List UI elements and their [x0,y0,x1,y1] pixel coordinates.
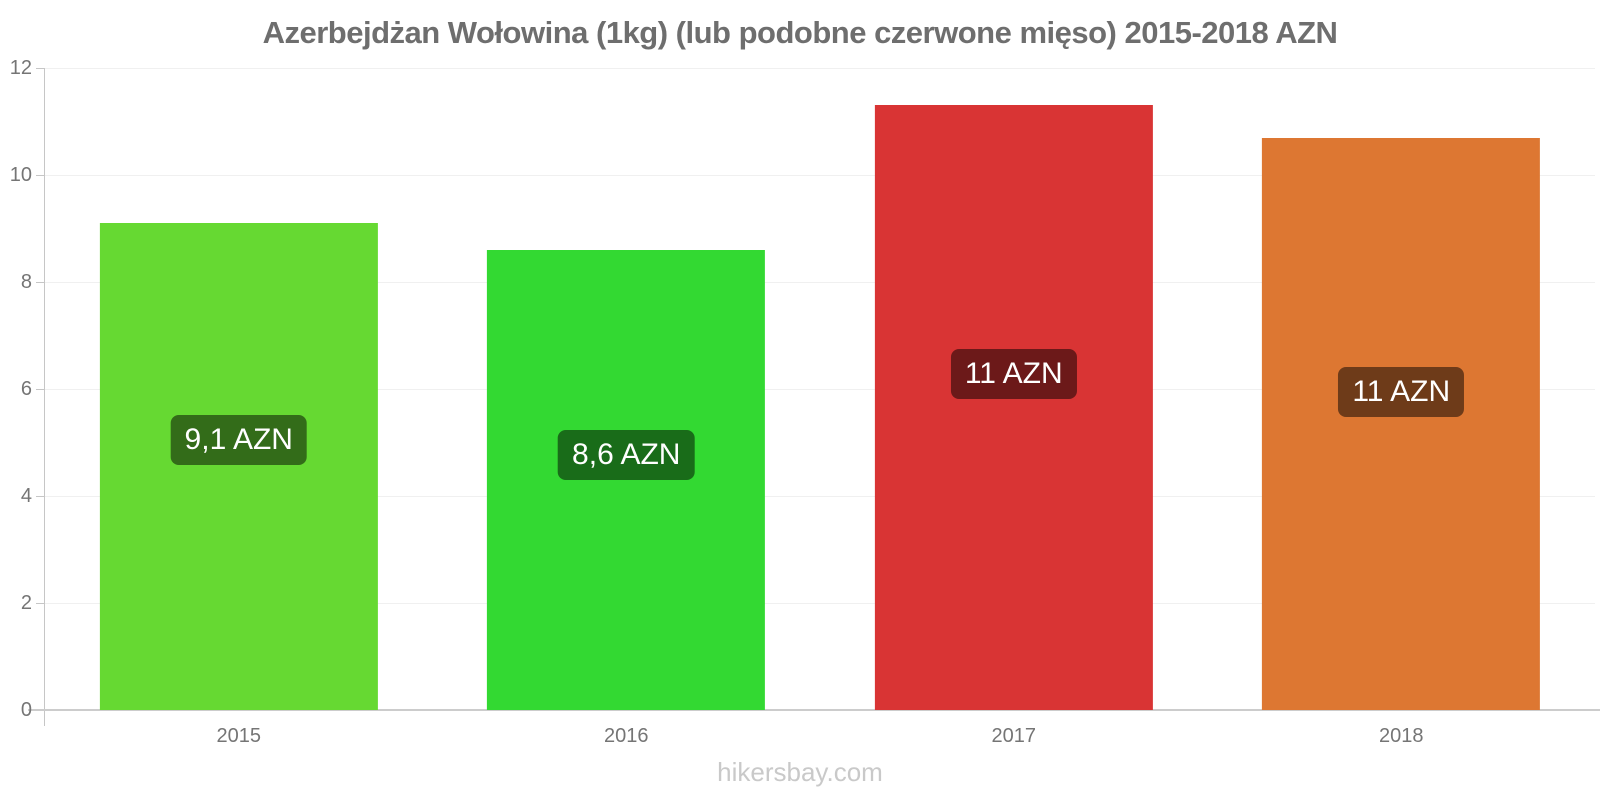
bar-value-label: 9,1 AZN [170,414,307,465]
watermark-link[interactable]: hikersbay.com [717,757,883,787]
y-axis-tick [36,496,44,497]
x-axis-label-2016: 2016 [604,725,649,747]
bar-2017: 11 AZN [874,105,1153,710]
bar-slot-2018: 11 AZN [1208,68,1596,710]
bar-2016: 8,6 AZN [487,249,766,710]
y-axis-tick [36,603,44,604]
y-axis-tick-label: 4 [20,485,32,507]
bar-slot-2015: 9,1 AZN [45,68,433,710]
bar-value-label: 11 AZN [1338,367,1465,418]
bar-value-label: 11 AZN [950,349,1077,400]
bar-2018: 11 AZN [1262,137,1541,710]
bar-2015: 9,1 AZN [99,223,378,710]
gridline [45,496,1595,497]
chart-title: Azerbejdżan Wołowina (1kg) (lub podobne … [262,15,1338,50]
x-axis-labels: 2015 2016 2017 2018 [45,725,1595,751]
y-axis-line [44,68,45,726]
bar-slot-2016: 8,6 AZN [433,68,821,710]
y-axis-tick-label: 10 [9,164,32,186]
y-axis-tick [36,389,44,390]
x-axis-label-2018: 2018 [1379,725,1424,747]
plot-area: 9,1 AZN 8,6 AZN 11 AZN 11 AZN [45,68,1595,710]
x-axis-label-2015: 2015 [216,725,262,747]
y-axis-tick-label: 6 [20,378,32,400]
x-axis-baseline [28,709,1600,711]
bar-slot-2017: 11 AZN [820,68,1208,710]
gridline [45,282,1595,283]
gridline [45,68,1595,69]
bar-value-label: 8,6 AZN [558,429,695,480]
y-axis-tick [36,175,44,176]
y-axis-tick [36,282,44,283]
y-axis-tick [36,68,44,69]
gridline [45,603,1595,604]
y-axis-tick-label: 0 [20,699,32,721]
y-axis-tick-label: 12 [9,57,32,79]
y-axis-tick-label: 8 [20,271,32,293]
gridline [45,175,1595,176]
x-axis-label-2017: 2017 [991,725,1037,747]
y-axis-tick-label: 2 [20,592,32,614]
gridline [45,389,1595,390]
